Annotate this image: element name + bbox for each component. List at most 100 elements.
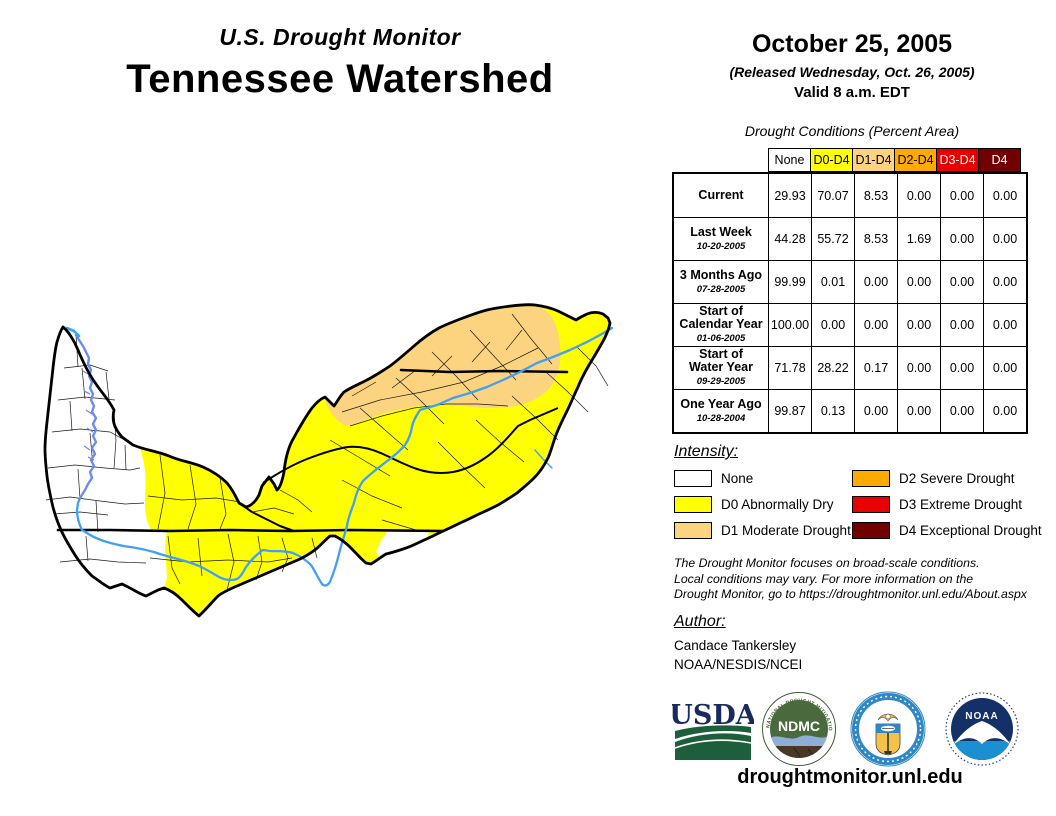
page-title: Tennessee Watershed [126, 57, 554, 101]
usda-field-band [675, 725, 751, 739]
table-value: 0.00 [983, 389, 1026, 432]
state-line-northeast [399, 368, 569, 374]
noaa-logo: NOAA [945, 692, 1019, 766]
intensity-heading: Intensity: [674, 443, 739, 460]
table-value: 28.22 [811, 346, 854, 389]
row-label: Start of Calendar Year 01-06-2005 [674, 303, 768, 346]
table-value: 0.13 [811, 389, 854, 432]
row-label: Current [698, 188, 744, 202]
author-heading: Author: [674, 613, 726, 630]
ndmc-water-band [770, 735, 828, 750]
table-value: 0.00 [811, 303, 854, 346]
table-value: 0.00 [897, 303, 940, 346]
row-label: Start of Water Year 09-29-2005 [674, 346, 768, 389]
seal-ring-text [854, 695, 922, 763]
tennessee-watershed-map [43, 303, 614, 618]
map-date: October 25, 2005 [751, 30, 953, 58]
table-value: 0.00 [983, 303, 1026, 346]
table-value: 0.00 [983, 260, 1026, 303]
d4-swatch [852, 521, 890, 539]
author-org: NOAA/NESDIS/NCEI [674, 657, 803, 672]
valid-time: Valid 8 a.m. EDT [794, 84, 910, 101]
none-swatch [674, 469, 712, 487]
table-value: 0.00 [854, 260, 897, 303]
legend-item-d2: D2 Severe Drought [852, 468, 1042, 488]
table-value: 99.87 [768, 389, 811, 432]
legend-right-column: D2 Severe Drought D3 Extreme Drought D4 … [852, 468, 1042, 540]
map-region-none-pocket [376, 532, 429, 563]
table-value: 0.00 [940, 174, 983, 217]
row-label: 3 Months Ago 07-28-2005 [674, 260, 768, 303]
table-value: 0.00 [983, 346, 1026, 389]
table-value: 8.53 [854, 217, 897, 260]
reservoir-inlets [82, 370, 95, 461]
river-tributary [534, 449, 553, 469]
noaa-gull [953, 721, 1011, 745]
table-value: 0.00 [983, 174, 1026, 217]
kentucky-lake-reservoir [74, 333, 98, 500]
disclaimer-text: The Drought Monitor focuses on broad-sca… [674, 556, 1027, 601]
column-header-d2d4: D2-D4 [894, 148, 937, 172]
column-header-d4: D4 [978, 148, 1021, 172]
table-value: 0.00 [897, 389, 940, 432]
drought-conditions-table: Current 29.93 70.07 8.53 0.00 0.00 0.00 … [672, 172, 1028, 434]
footer-url: droughtmonitor.unl.edu [737, 766, 963, 788]
county-boundaries-valley [147, 454, 318, 591]
legend-item-d0: D0 Abnormally Dry [674, 494, 851, 514]
table-value: 0.00 [854, 303, 897, 346]
table-value: 0.00 [897, 346, 940, 389]
table-value: 100.00 [768, 303, 811, 346]
column-header-d0d4: D0-D4 [810, 148, 853, 172]
svg-text:NDMC: NDMC [778, 718, 820, 734]
legend-item-d4: D4 Exceptional Drought [852, 520, 1042, 540]
column-header-d1d4: D1-D4 [852, 148, 895, 172]
table-value: 0.00 [983, 217, 1026, 260]
table-value: 0.01 [811, 260, 854, 303]
table-value: 0.00 [940, 260, 983, 303]
usda-logo: USDA [672, 700, 754, 760]
released-date: (Released Wednesday, Oct. 26, 2005) [729, 64, 975, 80]
river-mouth-segment [65, 326, 81, 338]
table-value: 0.00 [940, 389, 983, 432]
legend-left-column: None D0 Abnormally Dry D1 Moderate Droug… [674, 468, 851, 540]
d3-swatch [852, 495, 890, 513]
table-value: 0.17 [854, 346, 897, 389]
d0-swatch [674, 495, 712, 513]
table-value: 0.00 [940, 303, 983, 346]
commerce-seal [850, 691, 926, 767]
svg-text:NOAA: NOAA [965, 711, 998, 722]
table-value: 0.00 [897, 260, 940, 303]
title-block: U.S. Drought Monitor Tennessee Watershed [60, 24, 620, 102]
noaa-sea [951, 741, 1013, 760]
report-title: U.S. Drought Monitor [219, 24, 461, 50]
table-value: 0.00 [940, 217, 983, 260]
table-caption: Drought Conditions (Percent Area) [744, 123, 960, 139]
subbasin-boundaries [238, 407, 559, 532]
table-value: 70.07 [811, 174, 854, 217]
column-header-d3d4: D3-D4 [936, 148, 979, 172]
d2-swatch [852, 469, 890, 487]
legend-item-d1: D1 Moderate Drought [674, 520, 851, 540]
table-header-row: None D0-D4 D1-D4 D2-D4 D3-D4 D4 [768, 148, 1021, 172]
d1-swatch [674, 521, 712, 539]
table-value: 0.00 [854, 389, 897, 432]
usda-field-swoosh [675, 733, 751, 760]
table-value: 44.28 [768, 217, 811, 260]
watershed-outline [43, 303, 612, 618]
date-block: October 25, 2005 (Released Wednesday, Oc… [676, 30, 1028, 101]
usda-furrow-line [674, 739, 752, 749]
table-value: 0.00 [940, 346, 983, 389]
table-value: 99.99 [768, 260, 811, 303]
row-label: One Year Ago 10-28-2004 [674, 389, 768, 432]
state-line-south [56, 528, 445, 533]
legend-item-none: None [674, 468, 851, 488]
legend-item-d3: D3 Extreme Drought [852, 494, 1042, 514]
table-value: 71.78 [768, 346, 811, 389]
table-value: 8.53 [854, 174, 897, 217]
ndmc-logo: NATIONAL DROUGHT MITIGATION CENTER UNIVE… [760, 690, 837, 767]
row-label: Last Week 10-20-2005 [674, 217, 768, 260]
table-value: 1.69 [897, 217, 940, 260]
author-name: Candace Tankersley [674, 638, 797, 653]
column-header-none: None [768, 148, 811, 172]
